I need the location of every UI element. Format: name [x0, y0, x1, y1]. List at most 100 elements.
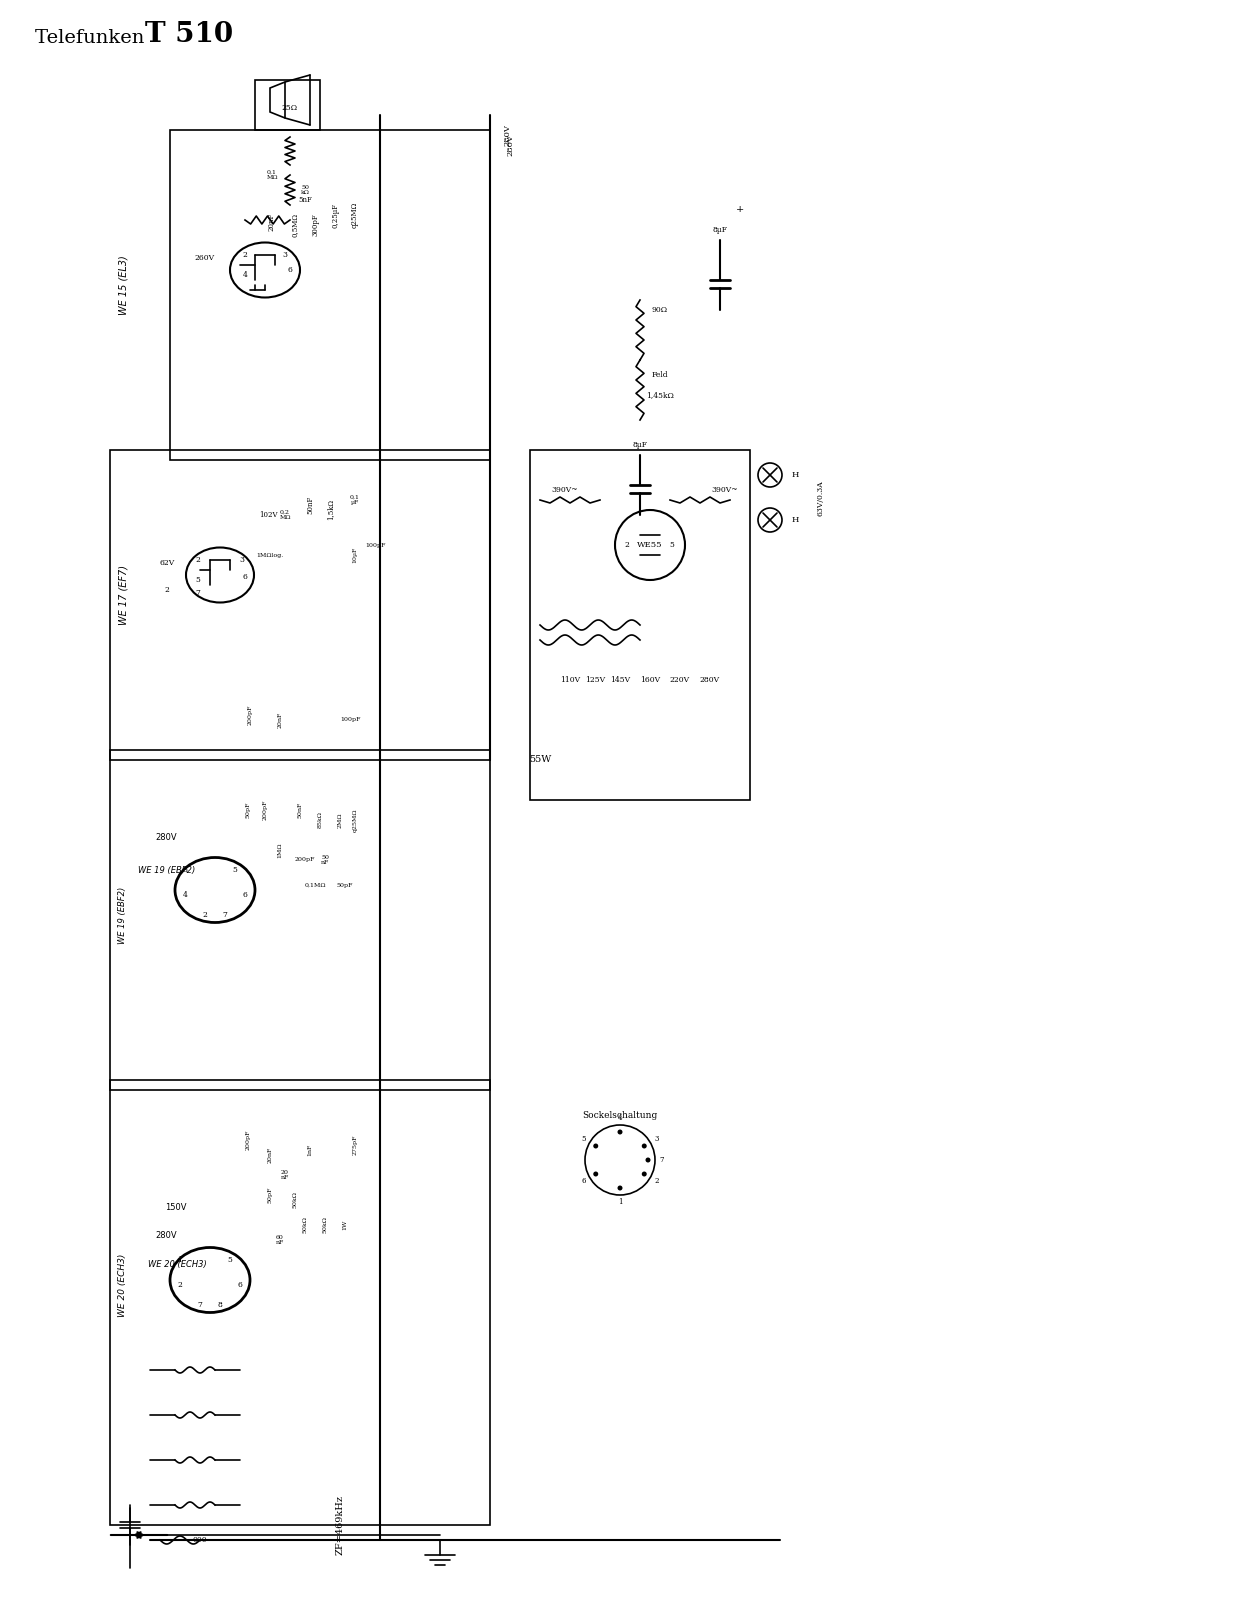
Text: 150V: 150V [165, 1203, 187, 1213]
Text: 50pF: 50pF [245, 802, 251, 818]
Text: 2: 2 [165, 586, 169, 594]
Text: 10µF: 10µF [353, 547, 357, 563]
Bar [110, 1080, 490, 1525]
Text: 2MΩ: 2MΩ [338, 813, 343, 827]
Circle shape [617, 1130, 622, 1134]
Text: 000: 000 [193, 1536, 208, 1544]
Text: 5: 5 [581, 1134, 586, 1142]
Text: 2: 2 [178, 1282, 182, 1290]
Circle shape [594, 1144, 599, 1149]
Text: 2: 2 [195, 557, 200, 565]
Text: 1MΩlog.: 1MΩlog. [256, 552, 283, 557]
Text: q25MΩ: q25MΩ [351, 202, 359, 229]
Text: 5: 5 [233, 866, 238, 874]
Text: 1: 1 [178, 1256, 182, 1264]
Text: 7: 7 [659, 1155, 664, 1165]
Bar [529, 450, 750, 800]
Text: 6: 6 [287, 266, 292, 274]
Text: +: + [736, 205, 745, 214]
Text: 8µF: 8µF [713, 226, 727, 234]
Text: 4: 4 [242, 270, 247, 278]
Circle shape [642, 1171, 647, 1176]
Text: 5: 5 [195, 576, 200, 584]
Text: 275pF: 275pF [353, 1134, 357, 1155]
Text: H: H [792, 515, 799, 525]
Text: q25MΩ: q25MΩ [353, 808, 357, 832]
Text: WE 15 (EL3): WE 15 (EL3) [118, 254, 127, 315]
Text: 200pF: 200pF [245, 1130, 251, 1150]
Text: H: H [792, 470, 799, 478]
Text: 1W: 1W [343, 1219, 348, 1230]
Text: 85kΩ: 85kΩ [318, 811, 323, 829]
Text: 5: 5 [228, 1256, 233, 1264]
Text: 2: 2 [203, 910, 208, 918]
Text: 0,5MΩ: 0,5MΩ [291, 213, 299, 237]
Text: 0,1
MΩ: 0,1 MΩ [266, 170, 278, 181]
Circle shape [758, 462, 782, 486]
Text: WE 19 (EBF2): WE 19 (EBF2) [139, 866, 195, 875]
Circle shape [758, 509, 782, 531]
Text: 110V: 110V [560, 675, 580, 685]
Text: 60
nF: 60 nF [276, 1235, 285, 1245]
Text: 125V: 125V [585, 675, 605, 685]
Text: WE55: WE55 [637, 541, 663, 549]
Text: 280V: 280V [506, 134, 515, 155]
Text: 1MΩ: 1MΩ [277, 842, 282, 858]
Text: 90Ω: 90Ω [652, 306, 668, 314]
Text: 7: 7 [195, 589, 200, 597]
Text: 1,45kΩ: 1,45kΩ [646, 390, 674, 398]
Text: Feld: Feld [652, 371, 668, 379]
Text: 4: 4 [183, 891, 188, 899]
Text: 1: 1 [617, 1198, 622, 1206]
Circle shape [646, 1157, 651, 1163]
Text: 20nF: 20nF [267, 1147, 272, 1163]
Text: 1,5kΩ: 1,5kΩ [327, 499, 334, 520]
Text: WE 19 (EBF2): WE 19 (EBF2) [118, 886, 127, 944]
Text: T 510: T 510 [145, 21, 233, 48]
Text: 2: 2 [654, 1178, 658, 1186]
Text: 8µF: 8µF [632, 442, 647, 450]
Bar [255, 80, 320, 130]
Text: 25Ω: 25Ω [282, 104, 298, 112]
Text: 0,2
MΩ: 0,2 MΩ [280, 509, 291, 520]
Text: 200pF: 200pF [294, 858, 315, 862]
Bar [110, 450, 490, 760]
Text: 160V: 160V [640, 675, 661, 685]
Circle shape [642, 1144, 647, 1149]
Bar [110, 750, 490, 1090]
Circle shape [594, 1171, 599, 1176]
Text: WE 20 (ECH3): WE 20 (ECH3) [118, 1253, 127, 1317]
Text: 280V: 280V [155, 1230, 177, 1240]
Text: 3: 3 [654, 1134, 658, 1142]
Text: 5: 5 [669, 541, 674, 549]
Text: 390V~: 390V~ [711, 486, 738, 494]
Circle shape [585, 1125, 656, 1195]
Text: 50kΩ: 50kΩ [303, 1216, 308, 1234]
Text: 2: 2 [625, 541, 630, 549]
Text: 20nF: 20nF [277, 712, 282, 728]
Text: 280V: 280V [503, 125, 511, 146]
Text: 0,1MΩ: 0,1MΩ [304, 883, 325, 888]
Text: 62V: 62V [160, 558, 174, 566]
Text: 200pF: 200pF [247, 706, 252, 725]
Text: 50kΩ: 50kΩ [292, 1192, 298, 1208]
Circle shape [615, 510, 685, 579]
Text: 100pF: 100pF [365, 542, 385, 547]
Text: WE 17 (EF7): WE 17 (EF7) [118, 565, 127, 626]
Text: 50pF: 50pF [336, 883, 354, 888]
Circle shape [617, 1186, 622, 1190]
Text: 220V: 220V [670, 675, 690, 685]
Text: 100pF: 100pF [340, 717, 360, 723]
Text: 8: 8 [218, 1301, 223, 1309]
Text: 1nF: 1nF [308, 1144, 313, 1157]
Text: 6: 6 [242, 573, 247, 581]
Text: 50
nF: 50 nF [320, 854, 329, 866]
Text: 6: 6 [581, 1178, 586, 1186]
Text: Telefunken: Telefunken [35, 29, 151, 46]
Text: 390V~: 390V~ [552, 486, 579, 494]
Text: 5nF: 5nF [298, 195, 312, 203]
Text: 55W: 55W [529, 755, 552, 765]
Text: 260V: 260V [195, 254, 215, 262]
Text: 0,25µF: 0,25µF [332, 203, 339, 227]
Text: 7: 7 [223, 910, 228, 918]
